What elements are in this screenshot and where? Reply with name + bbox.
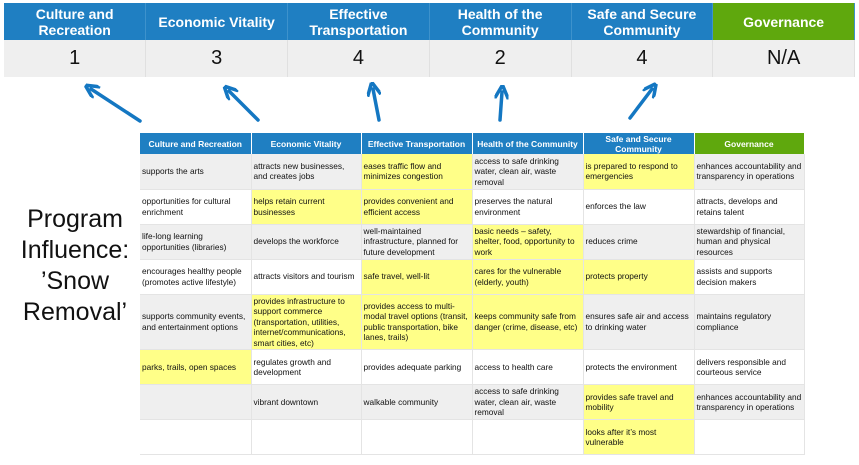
grid-cell: protects property bbox=[583, 259, 695, 295]
grid-header: Culture and Recreation bbox=[140, 133, 252, 154]
score-table: Culture and Recreation Economic Vitality E… bbox=[4, 3, 855, 77]
score-header: Economic Vitality bbox=[145, 3, 288, 40]
grid-header: Effective Transportation bbox=[361, 133, 473, 154]
grid-cell: encourages healthy people (promotes acti… bbox=[140, 259, 252, 295]
grid-header: Governance bbox=[694, 133, 805, 154]
table-row: life-long learning opportunities (librar… bbox=[140, 224, 805, 260]
table-row: opportunities for cultural enrichment hel… bbox=[140, 189, 805, 225]
score-value: 4 bbox=[287, 40, 430, 77]
grid-cell: looks after it’s most vulnerable bbox=[583, 419, 695, 455]
grid-cell: ensures safe air and access to drinking … bbox=[583, 294, 695, 350]
grid-cell: maintains regulatory compliance bbox=[694, 294, 805, 350]
grid-cell: opportunities for cultural enrichment bbox=[140, 189, 252, 225]
arrow-icon bbox=[500, 92, 502, 122]
grid-cell: stewardship of financial, human and phys… bbox=[694, 224, 805, 260]
score-header: Governance bbox=[712, 3, 855, 40]
score-value: 1 bbox=[4, 40, 147, 77]
grid-cell bbox=[251, 419, 362, 455]
grid-cell: enforces the law bbox=[583, 189, 695, 225]
grid-cell: enhances accountability and transparency… bbox=[694, 384, 805, 420]
grid-cell: provides convenient and efficient access bbox=[361, 189, 473, 225]
grid-cell: enhances accountability and transparency… bbox=[694, 154, 805, 190]
grid-cell: reduces crime bbox=[583, 224, 695, 260]
grid-cell: parks, trails, open spaces bbox=[140, 349, 252, 385]
grid-cell: life-long learning opportunities (librar… bbox=[140, 224, 252, 260]
grid-cell: eases traffic flow and minimizes congest… bbox=[361, 154, 473, 190]
grid-cell bbox=[472, 419, 584, 455]
arrow-icon bbox=[373, 89, 379, 122]
grid-cell: helps retain current businesses bbox=[251, 189, 362, 225]
grid-cell: protects the environment bbox=[583, 349, 695, 385]
grid-cell bbox=[140, 419, 252, 455]
score-value: 4 bbox=[571, 40, 714, 77]
arrow-icon bbox=[628, 89, 652, 120]
score-value: 3 bbox=[145, 40, 288, 77]
score-value: 2 bbox=[429, 40, 572, 77]
grid-cell: access to safe drinking water, clean air… bbox=[472, 154, 584, 190]
score-header: Effective Transportation bbox=[287, 3, 430, 40]
score-value: N/A bbox=[712, 40, 855, 77]
grid-cell: attracts, develops and retains talent bbox=[694, 189, 805, 225]
program-influence-label: Program Influence: ’Snow Removal’ bbox=[20, 205, 130, 326]
grid-cell: supports the arts bbox=[140, 154, 252, 190]
table-row: supports the arts attracts new businesses… bbox=[140, 154, 805, 190]
arrow-icon bbox=[229, 91, 260, 122]
table-row: supports community events, and entertain… bbox=[140, 294, 805, 350]
grid-cell: attracts visitors and tourism bbox=[251, 259, 362, 295]
grid-cell: safe travel, well-lit bbox=[361, 259, 473, 295]
grid-cell: is prepared to respond to emergencies bbox=[583, 154, 695, 190]
grid-cell: provides safe travel and mobility bbox=[583, 384, 695, 420]
grid-cell: cares for the vulnerable (elderly, youth… bbox=[472, 259, 584, 295]
grid-cell: preserves the natural environment bbox=[472, 189, 584, 225]
grid-header: Health of the Community bbox=[472, 133, 584, 154]
grid-cell: attracts new businesses, and creates job… bbox=[251, 154, 362, 190]
grid-cell: basic needs – safety, shelter, food, opp… bbox=[472, 224, 584, 260]
score-header: Safe and Secure Community bbox=[571, 3, 714, 40]
arrow-icon bbox=[91, 89, 142, 123]
table-row: vibrant downtown walkable community access… bbox=[140, 384, 805, 420]
grid-cell: develops the workforce bbox=[251, 224, 362, 260]
objectives-grid: Culture and Recreation Economic Vitality E… bbox=[140, 133, 805, 455]
grid-cell: walkable community bbox=[361, 384, 473, 420]
grid-cell: provides infrastructure to support comme… bbox=[251, 294, 362, 350]
grid-cell: regulates growth and development bbox=[251, 349, 362, 385]
table-row: encourages healthy people (promotes acti… bbox=[140, 259, 805, 295]
grid-cell: keeps community safe from danger (crime,… bbox=[472, 294, 584, 350]
grid-header: Safe and Secure Community bbox=[583, 133, 695, 154]
score-header: Health of the Community bbox=[429, 3, 572, 40]
score-header: Culture and Recreation bbox=[4, 3, 147, 40]
grid-header: Economic Vitality bbox=[251, 133, 362, 154]
grid-cell: vibrant downtown bbox=[251, 384, 362, 420]
grid-cell: access to health care bbox=[472, 349, 584, 385]
grid-cell bbox=[361, 419, 473, 455]
table-row: parks, trails, open spaces regulates grow… bbox=[140, 349, 805, 385]
grid-cell: supports community events, and entertain… bbox=[140, 294, 252, 350]
grid-cell: assists and supports decision makers bbox=[694, 259, 805, 295]
table-row: looks after it’s most vulnerable bbox=[140, 419, 805, 455]
grid-cell bbox=[694, 419, 805, 455]
grid-cell bbox=[140, 384, 252, 420]
grid-cell: provides access to multi-modal travel op… bbox=[361, 294, 473, 350]
grid-cell: delivers responsible and courteous servi… bbox=[694, 349, 805, 385]
grid-cell: provides adequate parking bbox=[361, 349, 473, 385]
grid-cell: well-maintained infrastructure, planned … bbox=[361, 224, 473, 260]
grid-cell: access to safe drinking water, clean air… bbox=[472, 384, 584, 420]
